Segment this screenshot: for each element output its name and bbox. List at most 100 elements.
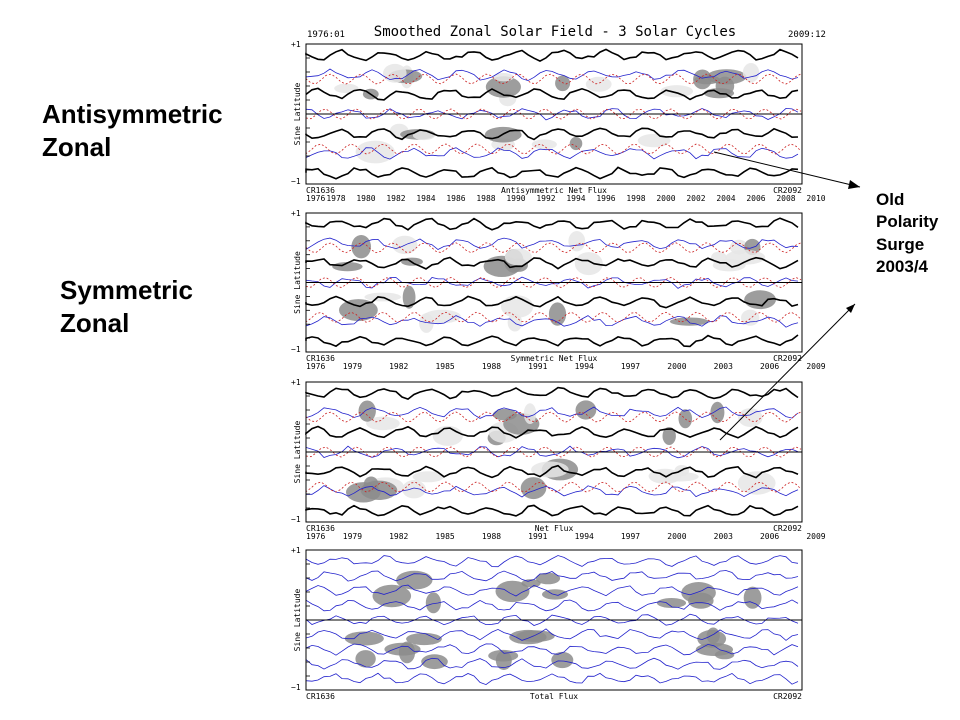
panel-2-shading — [332, 231, 776, 333]
shade-blob — [669, 317, 709, 326]
shade-blob — [656, 598, 687, 608]
surge-arrow-bottom — [719, 303, 856, 441]
contour-line — [305, 68, 799, 82]
contour-line — [305, 504, 799, 517]
antisymmetric-zonal-word: Zonal — [42, 131, 112, 162]
dashed-contour — [305, 277, 802, 288]
symmetric-zonal-label: Symmetric Zonal — [60, 274, 193, 339]
shade-blob — [662, 427, 676, 445]
year-axis: 1976 1979 1982 1985 1988 1991 1994 1997 2000 2003… — [306, 362, 826, 371]
year-label: 2003 — [714, 362, 733, 371]
contour-line — [305, 628, 799, 641]
contour-line — [305, 237, 799, 251]
shade-blob — [706, 627, 720, 644]
surge-arrow-top — [713, 151, 861, 188]
dashed-contour — [305, 108, 802, 120]
year-label: 1979 — [343, 532, 362, 541]
shade-blob — [574, 252, 603, 276]
surge-arrow-bottom-head — [846, 304, 855, 313]
shade-blob — [500, 295, 534, 318]
cr-end-label: CR2092 — [773, 692, 802, 701]
year-label: 1982 — [386, 194, 405, 203]
shade-blob — [531, 139, 557, 150]
old-polarity-surge-label: Old Polarity Surge 2003/4 — [876, 189, 938, 279]
cr-start-label: CR1636 — [306, 354, 335, 363]
year-label: 1994 — [575, 362, 594, 371]
contour-line — [305, 599, 799, 612]
shade-blob — [332, 262, 363, 272]
shade-blob — [710, 401, 725, 424]
shade-blob — [568, 231, 586, 252]
shade-blob — [681, 582, 716, 604]
year-label: 1991 — [528, 532, 547, 541]
figure-title: Smoothed Zonal Solar Field - 3 Solar Cyc… — [374, 24, 736, 40]
shade-blob — [523, 403, 537, 424]
surge-line-2: Polarity — [876, 212, 939, 232]
end-date-label: 2009:12 — [788, 30, 826, 40]
shade-blob — [737, 471, 776, 495]
year-label: 1988 — [482, 532, 501, 541]
year-label: 1976 — [306, 194, 325, 203]
contour-line — [305, 147, 799, 160]
shade-blob — [485, 76, 521, 98]
shade-blob — [358, 400, 376, 422]
panel-2-contours — [305, 217, 802, 348]
panel-4: +1 −1 Sine Latitude CR1636 CR2092 Total Flux — [291, 546, 803, 701]
shade-blob — [742, 62, 760, 83]
shade-blob — [714, 650, 735, 660]
shade-blob — [678, 409, 693, 429]
panel-1-contours — [305, 48, 802, 180]
contour-line — [305, 334, 799, 348]
contour-line — [305, 406, 799, 419]
year-label: 1996 — [596, 194, 615, 203]
year-label: 2000 — [656, 194, 675, 203]
contour-line — [305, 386, 799, 400]
year-label: 2006 — [760, 362, 779, 371]
surge-line-1: Old — [876, 190, 905, 209]
contour-line — [305, 256, 799, 270]
shade-blob — [355, 650, 376, 668]
shade-blob — [504, 248, 532, 266]
year-label: 1991 — [528, 362, 547, 371]
xlabel: Total Flux — [530, 692, 578, 701]
shade-blob — [421, 654, 448, 670]
dashed-contour — [305, 242, 802, 254]
year-label: 2009 — [806, 532, 825, 541]
shade-blob — [535, 572, 561, 585]
year-label: 2004 — [716, 194, 735, 203]
shade-blob — [412, 130, 435, 141]
year-label: 1997 — [621, 362, 640, 371]
contour-line — [305, 584, 799, 597]
year-label: 1982 — [389, 362, 408, 371]
shade-blob — [575, 400, 597, 420]
year-label: 1994 — [575, 532, 594, 541]
ytick-top: +1 — [291, 40, 301, 49]
year-label: 2000 — [667, 532, 686, 541]
shade-blob — [406, 632, 442, 646]
contour-line — [305, 127, 799, 141]
contour-line — [305, 672, 799, 686]
year-axis: 1976 1978 1980 1982 1984 1986 1988 1990 1992 1994… — [306, 194, 826, 203]
year-label: 1992 — [536, 194, 555, 203]
xlabel: Symmetric Net Flux — [511, 354, 598, 363]
ytick-top: +1 — [291, 378, 301, 387]
xlabel: Antisymmetric Net Flux — [501, 186, 607, 195]
cr-end-label: CR2092 — [773, 354, 802, 363]
year-label: 1986 — [446, 194, 465, 203]
shade-blob — [402, 285, 416, 309]
year-label: 2003 — [714, 532, 733, 541]
shade-blob — [383, 63, 407, 83]
contour-line — [305, 217, 799, 231]
antisymmetric-word: Antisymmetric — [42, 99, 223, 129]
year-label: 1985 — [435, 362, 454, 371]
shade-blob — [743, 586, 762, 609]
contour-line — [305, 643, 799, 656]
ytick-bottom: −1 — [291, 345, 301, 354]
year-label: 1985 — [435, 532, 454, 541]
shade-blob — [741, 309, 760, 326]
ylabel: Sine Latitude — [293, 421, 302, 484]
contour-line — [305, 295, 799, 309]
start-date-label: 1976:01 — [307, 30, 345, 40]
